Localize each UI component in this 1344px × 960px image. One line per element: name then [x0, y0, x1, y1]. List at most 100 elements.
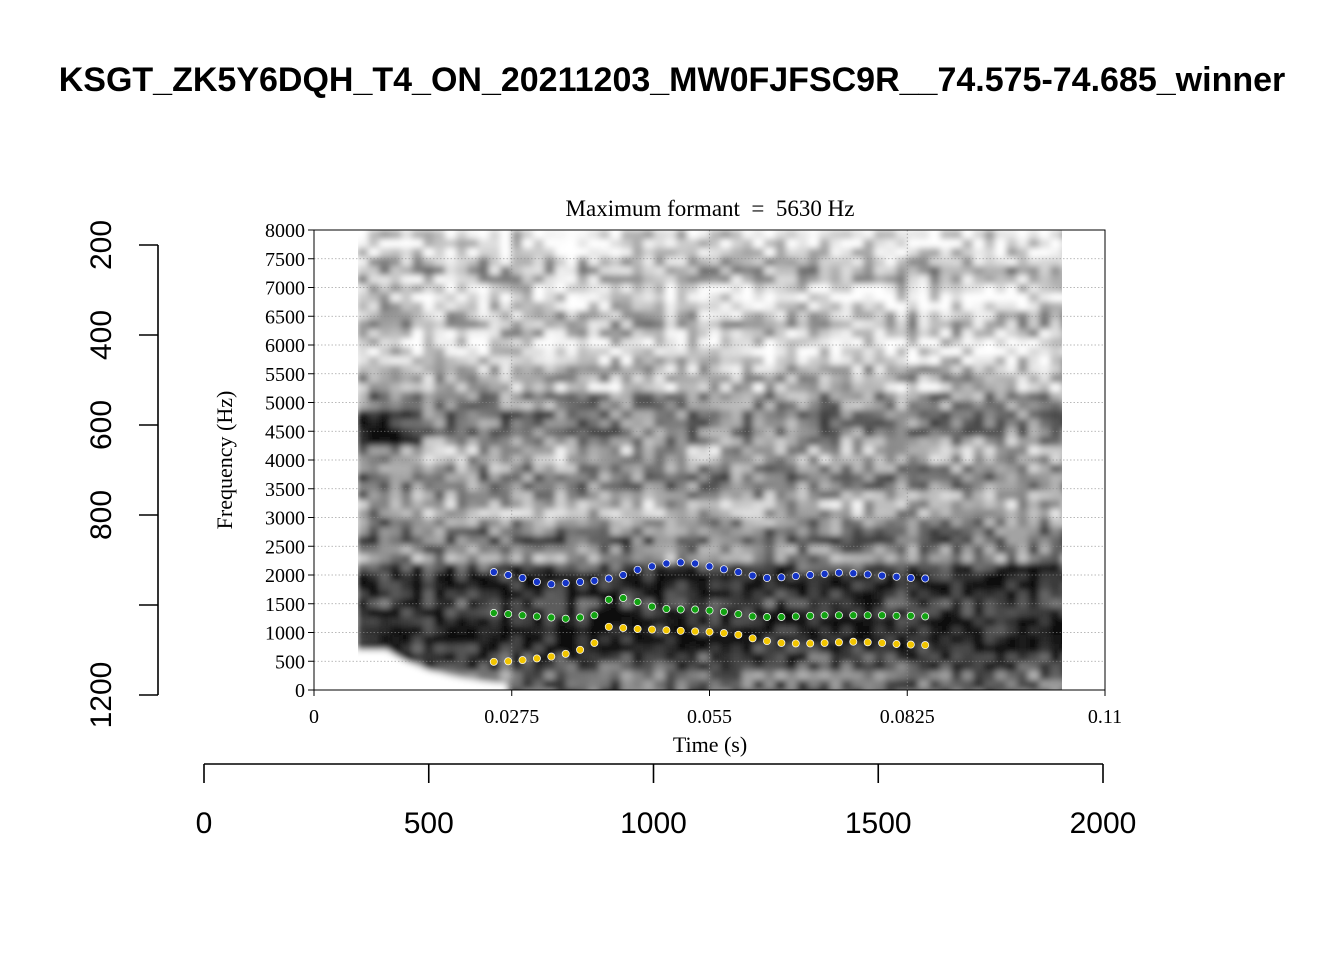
- spectrogram-cell: [632, 572, 645, 582]
- spectrogram-cell: [819, 554, 832, 564]
- spectrogram-cell: [1006, 599, 1019, 609]
- spectrogram-cell: [720, 671, 733, 681]
- spectrogram-cell: [753, 653, 766, 663]
- spectrogram-cell: [412, 473, 425, 483]
- spectrogram-cell: [500, 293, 513, 303]
- spectrogram-cell: [358, 491, 370, 501]
- spectrogram-cell: [962, 455, 975, 465]
- spectrogram-cell: [676, 356, 689, 366]
- spectrogram-cell: [358, 284, 370, 294]
- spectrogram-cell: [984, 392, 997, 402]
- spectrogram-cell: [874, 662, 887, 672]
- spectrogram-cell: [1039, 464, 1052, 474]
- spectrogram-cell: [390, 275, 403, 285]
- spectrogram-cell: [478, 563, 491, 573]
- spectrogram-cell: [698, 491, 711, 501]
- spectrogram-cell: [643, 329, 656, 339]
- spectrogram-cell: [819, 374, 832, 384]
- spectrogram-cell: [544, 302, 557, 312]
- spectrogram-cell: [951, 626, 964, 636]
- spectrogram-cell: [632, 302, 645, 312]
- spectrogram-cell: [599, 239, 612, 249]
- spectrogram-cell: [566, 356, 579, 366]
- spectrogram-cell: [544, 527, 557, 537]
- spectrogram-cell: [467, 320, 480, 330]
- spectrogram-cell: [434, 626, 447, 636]
- spectrogram-cell: [654, 626, 667, 636]
- spectrogram-cell: [1039, 626, 1052, 636]
- spectrogram-cell: [885, 635, 898, 645]
- spectrogram-cell: [643, 311, 656, 321]
- spectrogram-cell: [1061, 230, 1062, 240]
- spectrogram-cell: [621, 446, 634, 456]
- spectrogram-cell: [456, 266, 469, 276]
- spectrogram-cell: [588, 419, 601, 429]
- spectrogram-cell: [775, 680, 788, 690]
- spectrogram-cell: [863, 545, 876, 555]
- spectrogram-cell: [358, 464, 370, 474]
- spectrogram-cell: [786, 392, 799, 402]
- spectrogram-cell: [368, 410, 381, 420]
- spectrogram-cell: [885, 419, 898, 429]
- spectrogram-cell: [566, 572, 579, 582]
- spectrogram-cell: [1050, 293, 1062, 303]
- spectrogram-cell: [918, 293, 931, 303]
- spectrogram-cell: [643, 491, 656, 501]
- spectrogram-cell: [962, 302, 975, 312]
- spectrogram-cell: [566, 446, 579, 456]
- spectrogram-cell: [797, 581, 810, 591]
- spectrogram-cell: [753, 635, 766, 645]
- spectrogram-cell: [654, 617, 667, 627]
- spectrogram-cell: [358, 572, 370, 582]
- spectrogram-cell: [874, 383, 887, 393]
- spectrogram-cell: [709, 401, 722, 411]
- spectrogram-cell: [918, 518, 931, 528]
- spectrogram-cell: [390, 572, 403, 582]
- spectrogram-cell: [577, 293, 590, 303]
- spectrogram-cell: [401, 536, 414, 546]
- spectrogram-cell: [566, 239, 579, 249]
- spectrogram-cell: [720, 482, 733, 492]
- spectrogram-cell: [940, 428, 953, 438]
- spectrogram-cell: [896, 383, 909, 393]
- spectrogram-cell: [786, 545, 799, 555]
- spectrogram-cell: [577, 320, 590, 330]
- spectrogram-cell: [533, 608, 546, 618]
- spectrogram-cell: [654, 302, 667, 312]
- spectrogram-cell: [720, 302, 733, 312]
- spectrogram-cell: [599, 410, 612, 420]
- spectrogram-cell: [940, 419, 953, 429]
- spectrogram-cell: [962, 599, 975, 609]
- spectrogram-cell: [390, 329, 403, 339]
- formant-point: [849, 637, 858, 646]
- spectrogram-cell: [577, 365, 590, 375]
- spectrogram-cell: [786, 509, 799, 519]
- spectrogram-cell: [1061, 419, 1062, 429]
- spectrogram-cell: [885, 482, 898, 492]
- spectrogram-cell: [962, 527, 975, 537]
- spectrogram-cell: [885, 248, 898, 258]
- spectrogram-cell: [358, 635, 370, 645]
- spectrogram-cell: [489, 572, 502, 582]
- spectrogram-cell: [588, 527, 601, 537]
- spectrogram-cell: [973, 230, 986, 240]
- spectrogram-cell: [522, 545, 535, 555]
- spectrogram-cell: [588, 428, 601, 438]
- spectrogram-cell: [896, 266, 909, 276]
- spectrogram-cell: [599, 293, 612, 303]
- spectrogram-cell: [720, 347, 733, 357]
- spectrogram-cell: [577, 671, 590, 681]
- spectrogram-cell: [577, 410, 590, 420]
- spectrogram-cell: [874, 653, 887, 663]
- spectrogram-cell: [1061, 545, 1062, 555]
- formant-point: [763, 613, 771, 621]
- spectrogram-cell: [775, 356, 788, 366]
- spectrogram-cell: [709, 383, 722, 393]
- spectrogram-cell: [863, 527, 876, 537]
- spectrogram-cell: [434, 617, 447, 627]
- spectrogram-cell: [1017, 275, 1030, 285]
- spectrogram-cell: [764, 590, 777, 600]
- spectrogram-cell: [522, 473, 535, 483]
- spectrogram-cell: [951, 401, 964, 411]
- spectrogram-cell: [709, 680, 722, 690]
